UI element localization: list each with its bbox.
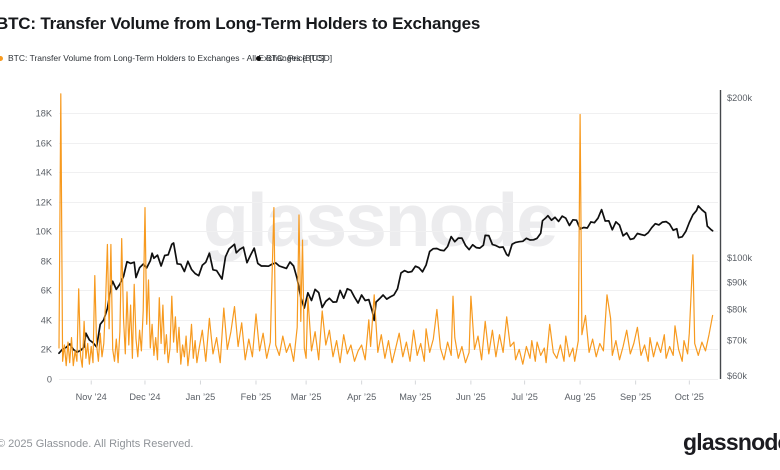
x-tick-label: Sep ’25: [620, 392, 651, 402]
y-left-tick-label: 14K: [36, 168, 53, 178]
y-left-tick-label: 12K: [36, 198, 53, 208]
y-right-tick-label: $70k: [727, 336, 747, 346]
y-right-tick-label: $60k: [727, 371, 747, 381]
x-tick-label: May ’25: [399, 392, 431, 402]
y-left-tick-label: 8K: [41, 257, 53, 267]
x-tick-label: Apr ’25: [347, 392, 376, 402]
x-tick-label: Dec ’24: [129, 392, 160, 402]
legend-dot-orange-icon: [0, 55, 3, 61]
copyright-text: © 2025 Glassnode. All Rights Reserved.: [0, 438, 194, 450]
glassnode-watermark: glassnode: [203, 183, 558, 258]
x-tick-label: Feb ’25: [241, 392, 272, 402]
y-right-tick-label: $80k: [727, 305, 747, 315]
x-tick-label: Jan ’25: [186, 392, 216, 402]
chart-title: BTC: Transfer Volume from Long-Term Hold…: [0, 14, 481, 33]
y-right-tick-label: $100k: [727, 253, 752, 263]
x-tick-label: Jul ’25: [511, 392, 538, 402]
glassnode-logo[interactable]: glassnode: [683, 429, 780, 455]
x-tick-label: Mar ’25: [291, 392, 322, 402]
legend-item-price[interactable]: BTC: Price [USD]: [256, 53, 332, 63]
y-left-tick-label: 0: [47, 375, 52, 385]
y-left-tick-label: 18K: [36, 109, 53, 119]
y-left-tick-label: 4K: [41, 316, 53, 326]
y-left-tick-label: 10K: [36, 227, 53, 237]
plot-area[interactable]: [59, 90, 718, 379]
y-right-tick-label: $90k: [727, 278, 747, 288]
legend-label-transfer-volume: BTC: Transfer Volume from Long-Term Hold…: [8, 53, 325, 63]
y-left-tick-label: 6K: [41, 286, 53, 296]
legend-label-price: BTC: Price [USD]: [266, 53, 333, 63]
y-left-tick-label: 2K: [41, 345, 53, 355]
x-tick-label: Oct ’25: [675, 392, 704, 402]
x-tick-label: Nov ’24: [76, 392, 107, 402]
series-transfer-volume: [58, 93, 714, 368]
y-left-tick-label: 16K: [36, 139, 53, 149]
legend-item-transfer-volume[interactable]: BTC: Transfer Volume from Long-Term Hold…: [0, 53, 325, 63]
x-tick-label: Aug ’25: [565, 392, 596, 402]
y-right-tick-label: $200k: [727, 93, 752, 103]
x-tick-label: Jun ’25: [456, 392, 486, 402]
legend-dot-black-icon: [256, 55, 261, 61]
series-price: [58, 205, 714, 355]
